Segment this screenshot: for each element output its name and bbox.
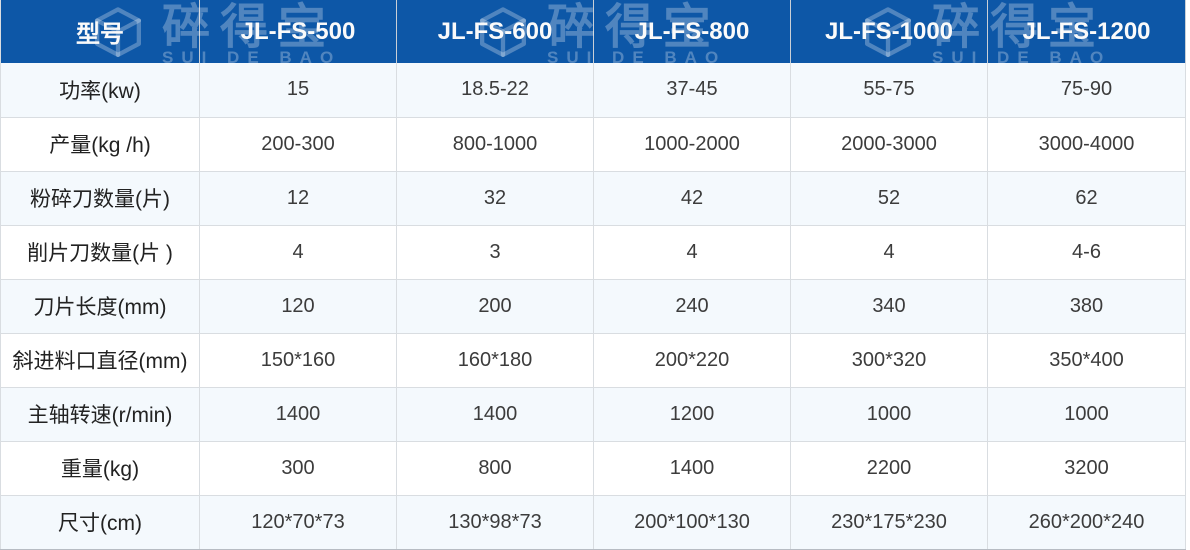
model-name: JL-FS-500 [240,17,356,45]
header-cell: JL-FS-1000 [790,0,988,63]
model-name: JL-FS-1000 [824,17,954,45]
table-row: 功率(kw) 15 18.5-22 37-45 55-75 75-90 [0,63,1186,118]
table-row: 刀片长度(mm) 120 200 240 340 380 [0,279,1186,334]
spec-value-cell: 18.5-22 [396,63,594,118]
row-label: 产量(kg /h) [0,117,200,172]
spec-value-cell: 52 [790,171,988,226]
spec-value-cell: 130*98*73 [396,495,594,550]
spec-value-cell: 160*180 [396,333,594,388]
header-cell: JL-FS-500 [199,0,397,63]
spec-value-cell: 4 [790,225,988,280]
table-row: 尺寸(cm) 120*70*73 130*98*73 200*100*130 230*1… [0,495,1186,550]
table-header: 型号 JL-FS-500 JL-FS-600 JL-FS-800 JL-FS-1… [0,0,1186,63]
table-row: 粉碎刀数量(片) 12 32 42 52 62 [0,171,1186,226]
spec-value-cell: 15 [199,63,397,118]
header-cell: JL-FS-800 [593,0,791,63]
spec-value-cell: 4 [593,225,791,280]
row-label: 尺寸(cm) [0,495,200,550]
spec-value-cell: 200-300 [199,117,397,172]
spec-value-cell: 230*175*230 [790,495,988,550]
spec-value-cell: 800 [396,441,594,496]
spec-value-cell: 3 [396,225,594,280]
spec-value-cell: 75-90 [987,63,1186,118]
spec-value-cell: 4-6 [987,225,1186,280]
header-cell-model: 型号 [0,0,200,63]
spec-value-cell: 55-75 [790,63,988,118]
model-name: JL-FS-1200 [1022,17,1151,45]
spec-value-cell: 2000-3000 [790,117,988,172]
header-row: 型号 JL-FS-500 JL-FS-600 JL-FS-800 JL-FS-1… [0,0,1186,63]
spec-value-cell: 1000 [790,387,988,442]
table-body: 功率(kw) 15 18.5-22 37-45 55-75 75-90 产量(kg /h) 2… [0,63,1186,550]
spec-value-cell: 2200 [790,441,988,496]
table-row: 重量(kg) 300 800 1400 2200 3200 [0,441,1186,496]
spec-value-cell: 380 [987,279,1186,334]
spec-value-cell: 62 [987,171,1186,226]
spec-value-cell: 1000-2000 [593,117,791,172]
spec-value-cell: 4 [199,225,397,280]
spec-value-cell: 200 [396,279,594,334]
spec-value-cell: 37-45 [593,63,791,118]
spec-value-cell: 1400 [593,441,791,496]
row-label: 粉碎刀数量(片) [0,171,200,226]
spec-value-cell: 1400 [396,387,594,442]
spec-value-cell: 120 [199,279,397,334]
row-label: 斜进料口直径(mm) [0,333,200,388]
header-cell: JL-FS-1200 [987,0,1186,63]
row-label: 削片刀数量(片 ) [0,225,200,280]
spec-value-cell: 32 [396,171,594,226]
table-row: 削片刀数量(片 ) 4 3 4 4 4-6 [0,225,1186,280]
spec-value-cell: 240 [593,279,791,334]
spec-value-cell: 800-1000 [396,117,594,172]
spec-value-cell: 3000-4000 [987,117,1186,172]
spec-value-cell: 42 [593,171,791,226]
spec-value-cell: 350*400 [987,333,1186,388]
spec-value-cell: 1000 [987,387,1186,442]
spec-value-cell: 340 [790,279,988,334]
model-name: JL-FS-800 [634,17,750,45]
spec-value-cell: 200*220 [593,333,791,388]
table-row: 斜进料口直径(mm) 150*160 160*180 200*220 300*320 35… [0,333,1186,388]
spec-value-cell: 12 [199,171,397,226]
spec-value-cell: 1200 [593,387,791,442]
spec-value-cell: 260*200*240 [987,495,1186,550]
spec-value-cell: 1400 [199,387,397,442]
spec-value-cell: 3200 [987,441,1186,496]
header-cell: JL-FS-600 [396,0,594,63]
table-row: 主轴转速(r/min) 1400 1400 1200 1000 1000 [0,387,1186,442]
row-label: 主轴转速(r/min) [0,387,200,442]
row-label: 重量(kg) [0,441,200,496]
model-name: JL-FS-600 [437,17,553,45]
spec-value-cell: 200*100*130 [593,495,791,550]
spec-value-cell: 120*70*73 [199,495,397,550]
row-label: 功率(kw) [0,63,200,118]
row-label: 刀片长度(mm) [0,279,200,334]
table-row: 产量(kg /h) 200-300 800-1000 1000-2000 2000-30… [0,117,1186,172]
spec-value-cell: 300*320 [790,333,988,388]
spec-value-cell: 300 [199,441,397,496]
spec-value-cell: 150*160 [199,333,397,388]
model-column-label: 型号 [76,21,124,48]
